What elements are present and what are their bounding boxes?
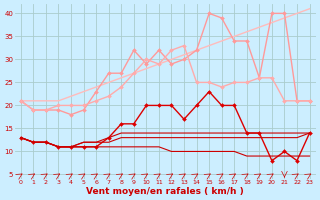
X-axis label: Vent moyen/en rafales ( km/h ): Vent moyen/en rafales ( km/h ) [86,187,244,196]
